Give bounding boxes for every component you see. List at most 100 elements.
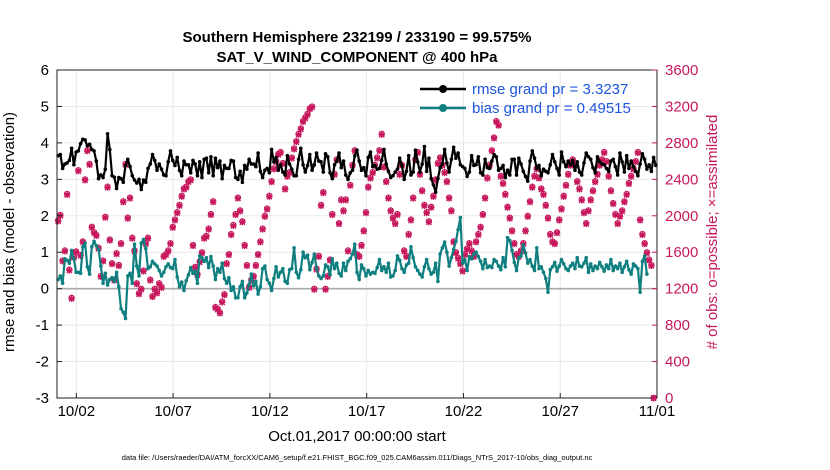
bias-point <box>361 266 366 271</box>
rmse-point <box>366 155 371 160</box>
bias-point <box>350 252 355 256</box>
bias-point <box>447 264 451 268</box>
obs-assimilated-point <box>183 184 190 191</box>
bias-point <box>274 265 278 269</box>
rmse-point <box>494 154 499 159</box>
left-tick-label: -3 <box>36 390 49 407</box>
rmse-point <box>382 147 386 152</box>
bias-point <box>112 279 117 284</box>
bias-point <box>251 283 256 288</box>
obs-assimilated-point <box>205 226 212 233</box>
rmse-point <box>182 159 186 163</box>
rmse-point <box>251 162 256 166</box>
bias-point <box>123 316 128 321</box>
bias-point <box>125 274 130 278</box>
bias-point <box>402 270 406 275</box>
bias-point <box>182 288 186 293</box>
obs-assimilated-point <box>243 262 251 270</box>
rmse-point <box>254 164 258 169</box>
rmse-point <box>242 163 247 168</box>
obs-assimilated-point <box>162 251 170 259</box>
obs-assimilated-point <box>279 160 287 168</box>
rmse-point <box>379 158 384 163</box>
obs-assimilated-point <box>322 286 329 293</box>
obs-assimilated-point <box>230 222 237 229</box>
bias-point <box>438 252 442 256</box>
right-axis-ticks: 0 400 800 1200 1600 2000 2400 2800 3200 3600 <box>652 62 698 407</box>
bias-point <box>476 254 481 259</box>
rmse-point <box>188 170 193 175</box>
bias-point <box>155 264 159 268</box>
bias-point <box>173 257 177 262</box>
rmse-point <box>559 150 564 154</box>
obs-assimilated-point <box>477 224 484 231</box>
obs-assimilated-point <box>396 171 403 178</box>
obs-assimilated-point <box>544 215 552 222</box>
rmse-point <box>413 148 418 152</box>
obs-assimilated-point <box>176 202 183 209</box>
rmse-point <box>296 157 301 162</box>
bias-point <box>130 281 135 286</box>
obs-assimilated-point <box>493 118 500 126</box>
bias-point <box>431 270 436 275</box>
rmse-point <box>170 158 175 163</box>
obs-assimilated-point <box>432 177 439 184</box>
rmse-point <box>438 165 442 170</box>
bias-point <box>609 257 613 262</box>
bias-point <box>593 264 598 268</box>
rmse-point <box>604 166 609 171</box>
obs-assimilated-point <box>232 211 239 219</box>
bias-point <box>510 248 514 253</box>
rmse-point <box>209 154 213 159</box>
rmse-point <box>613 164 618 169</box>
obs-assimilated-point <box>293 138 300 146</box>
obs-assimilated-point <box>66 267 73 274</box>
bias-point <box>263 264 267 268</box>
bias-point <box>469 256 474 261</box>
bias-point <box>78 271 83 276</box>
obs-assimilated-point <box>472 239 480 246</box>
bias-point <box>541 270 546 275</box>
obs-assimilated-point <box>367 175 374 182</box>
left-tick-label: 5 <box>41 98 49 115</box>
obs-assimilated-point <box>560 193 567 200</box>
bias-point <box>99 264 103 268</box>
bias-point <box>209 254 213 259</box>
rmse-point <box>103 167 108 171</box>
bias-point <box>391 274 395 278</box>
bias-point <box>366 268 371 273</box>
bias-point <box>588 262 593 266</box>
rmse-point <box>501 163 505 168</box>
bias-point <box>330 256 335 261</box>
obs-assimilated-point <box>216 310 224 317</box>
right-axis-label: # of obs: o=possible; ×=assimilated <box>704 115 721 350</box>
obs-assimilated-point <box>304 111 311 118</box>
obs-assimilated-point <box>59 258 66 265</box>
obs-assimilated-point <box>641 240 648 248</box>
obs-assimilated-point <box>335 220 343 228</box>
bias-point <box>72 256 76 261</box>
obs-assimilated-point <box>331 171 338 178</box>
rmse-point <box>582 161 586 165</box>
bias-point <box>101 281 105 286</box>
rmse-point <box>463 166 467 171</box>
obs-assimilated-point <box>383 178 390 186</box>
bias-point <box>427 266 431 271</box>
bias-point <box>346 259 350 264</box>
rmse-point <box>481 173 485 177</box>
bias-point <box>633 264 638 268</box>
rmse-point <box>240 180 245 185</box>
obs-assimilated-point <box>88 224 96 231</box>
obs-assimilated-point <box>239 218 246 226</box>
bias-point <box>103 271 108 276</box>
obs-assimilated-point <box>102 214 109 221</box>
obs-assimilated-point <box>627 173 635 180</box>
obs-assimilated-point <box>580 209 588 217</box>
bias-point <box>236 295 240 300</box>
obs-assimilated-point <box>495 122 502 129</box>
bias-point <box>420 275 424 279</box>
obs-assimilated-point <box>153 290 161 297</box>
bias-point <box>543 276 548 281</box>
bias-point <box>256 292 260 296</box>
bias-point <box>463 257 467 262</box>
